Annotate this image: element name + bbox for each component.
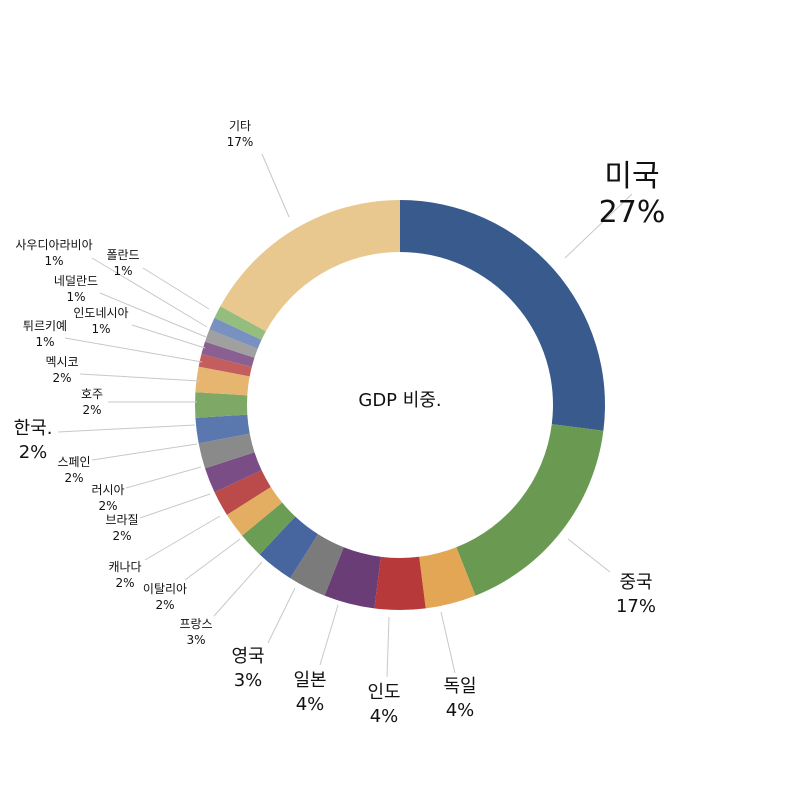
slice-value-label: 2%: [64, 471, 83, 485]
slice-label: 영국: [231, 646, 264, 667]
leader-line: [386, 616, 390, 678]
slice-value-label: 2%: [19, 442, 48, 463]
donut-slice: [419, 547, 476, 609]
slice-value-label: 1%: [113, 264, 132, 278]
donut-slice: [201, 341, 255, 367]
leader-line: [213, 561, 263, 617]
donut-slice: [242, 502, 296, 555]
donut-slice: [214, 470, 271, 515]
donut-slices: [195, 200, 605, 610]
slice-value-label: 2%: [82, 403, 101, 417]
leader-line: [184, 538, 241, 581]
chart-title: GDP 비중.: [358, 390, 441, 411]
leader-line: [261, 153, 290, 218]
leader-line: [91, 257, 208, 328]
slice-value-label: 2%: [52, 371, 71, 385]
slice-label: 호주: [81, 387, 103, 401]
donut-slice: [374, 556, 426, 610]
slice-value-label: 4%: [296, 694, 325, 715]
slice-label: 브라질: [105, 513, 138, 527]
slice-label: 스페인: [57, 455, 90, 469]
slice-label: 이탈리아: [143, 582, 187, 596]
leader-line: [79, 373, 201, 382]
slice-label: 중국: [619, 572, 652, 593]
slice-value-label: 1%: [35, 335, 54, 349]
slice-value-label: 17%: [227, 135, 254, 149]
donut-slice: [259, 516, 319, 579]
slice-label: 독일: [443, 676, 476, 697]
slice-value-label: 27%: [599, 195, 666, 230]
donut-slice: [205, 329, 258, 358]
donut-slice: [214, 306, 266, 340]
slice-label: 폴란드: [106, 248, 139, 262]
slice-value-label: 1%: [66, 290, 85, 304]
slice-label: 인도네시아: [73, 306, 128, 320]
donut-slice: [400, 200, 605, 431]
slice-label: 기타: [229, 119, 251, 133]
slice-value-label: 2%: [98, 499, 117, 513]
donut-slice: [195, 392, 248, 418]
slice-value-label: 4%: [446, 700, 475, 721]
leader-line: [125, 466, 202, 489]
slice-label: 인도: [367, 682, 400, 703]
donut-slice: [198, 433, 255, 469]
slice-value-label: 2%: [115, 576, 134, 590]
leader-line: [57, 424, 196, 433]
slice-label: 캐나다: [108, 560, 141, 574]
slice-value-label: 17%: [616, 596, 656, 617]
leader-line: [142, 267, 210, 310]
leader-line: [440, 611, 456, 674]
slice-value-label: 3%: [186, 633, 205, 647]
donut-slice: [205, 452, 262, 493]
slice-label: 멕시코: [45, 355, 78, 369]
slice-value-label: 2%: [112, 529, 131, 543]
slice-label: 사우디아라비아: [15, 238, 92, 252]
leader-line: [319, 604, 339, 666]
leader-line: [267, 587, 296, 644]
slice-label: 미국: [604, 159, 659, 194]
donut-slice: [195, 414, 250, 444]
leader-line: [131, 324, 206, 349]
leader-lines: [57, 153, 633, 678]
slice-label: 네덜란드: [54, 274, 98, 288]
slice-label: 일본: [293, 670, 326, 691]
leader-line: [64, 337, 203, 363]
slice-label: 튀르키예: [23, 319, 67, 333]
donut-slice: [456, 424, 604, 596]
donut-slice: [324, 547, 381, 609]
donut-slice: [290, 534, 344, 596]
donut-slice: [220, 200, 400, 332]
slice-label: 한국.: [14, 418, 53, 439]
donut-slice: [195, 366, 250, 396]
slice-value-label: 4%: [370, 706, 399, 727]
leader-line: [139, 493, 211, 519]
slice-label: 러시아: [91, 483, 124, 497]
slice-value-label: 1%: [44, 254, 63, 268]
donut-slice: [198, 354, 252, 377]
leader-line: [564, 193, 633, 259]
slice-label: 프랑스: [179, 617, 212, 631]
slice-value-label: 3%: [234, 670, 263, 691]
donut-slice: [226, 486, 283, 536]
leader-line: [99, 292, 207, 338]
leader-line: [567, 538, 611, 573]
slice-value-label: 2%: [155, 598, 174, 612]
leader-line: [144, 515, 221, 561]
donut-slice: [209, 317, 262, 349]
leader-line: [91, 443, 198, 461]
slice-value-label: 1%: [91, 322, 110, 336]
